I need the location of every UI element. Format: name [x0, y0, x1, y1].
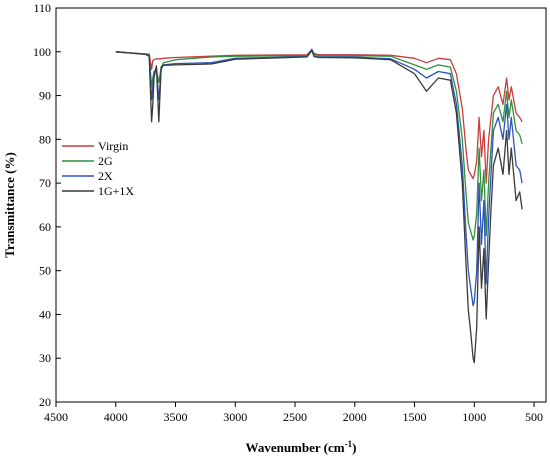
x-axis-title: Wavenumber (cm-1) [246, 439, 357, 455]
x-tick-label: 4500 [44, 410, 68, 424]
y-tick-label: 40 [39, 307, 51, 321]
series-line-2x [115, 48, 523, 307]
x-axis: 4500 4000 3500 3000 2500 2000 1500 1000 500 [44, 402, 543, 424]
series-line-1g-1x [115, 49, 523, 364]
y-tick-label: 20 [39, 395, 51, 409]
x-axis-title-main: Wavenumber (cm [246, 440, 345, 455]
series-line-2g [115, 48, 523, 241]
y-tick-label: 30 [39, 351, 51, 365]
y-tick-label: 100 [33, 45, 51, 59]
y-tick-label: 60 [39, 220, 51, 234]
x-axis-title-end: ) [352, 440, 356, 455]
legend-label: 2X [98, 169, 113, 183]
x-tick-label: 500 [525, 410, 543, 424]
x-axis-title-sup: -1 [345, 439, 353, 449]
x-tick-label: 1500 [403, 410, 427, 424]
y-tick-label: 80 [39, 132, 51, 146]
x-tick-label: 1000 [462, 410, 486, 424]
x-tick-label: 3500 [164, 410, 188, 424]
x-tick-label: 3000 [223, 410, 247, 424]
y-tick-label: 70 [39, 176, 51, 190]
series-line-virgin [115, 48, 523, 184]
x-tick-label: 2500 [283, 410, 307, 424]
y-tick-label: 110 [33, 1, 51, 15]
legend-label: 2G [98, 154, 113, 168]
y-axis-title: Transmittance (%) [2, 152, 17, 258]
y-tick-label: 50 [39, 264, 51, 278]
y-tick-label: 90 [39, 89, 51, 103]
series-lines [115, 48, 523, 364]
x-tick-label: 2000 [343, 410, 367, 424]
legend-label: 1G+1X [98, 184, 134, 198]
legend-label: Virgin [98, 139, 128, 153]
y-axis: 20 30 40 50 60 70 80 90 100 110 [33, 1, 61, 409]
x-tick-label: 4000 [104, 410, 128, 424]
plot-frame [55, 7, 547, 403]
